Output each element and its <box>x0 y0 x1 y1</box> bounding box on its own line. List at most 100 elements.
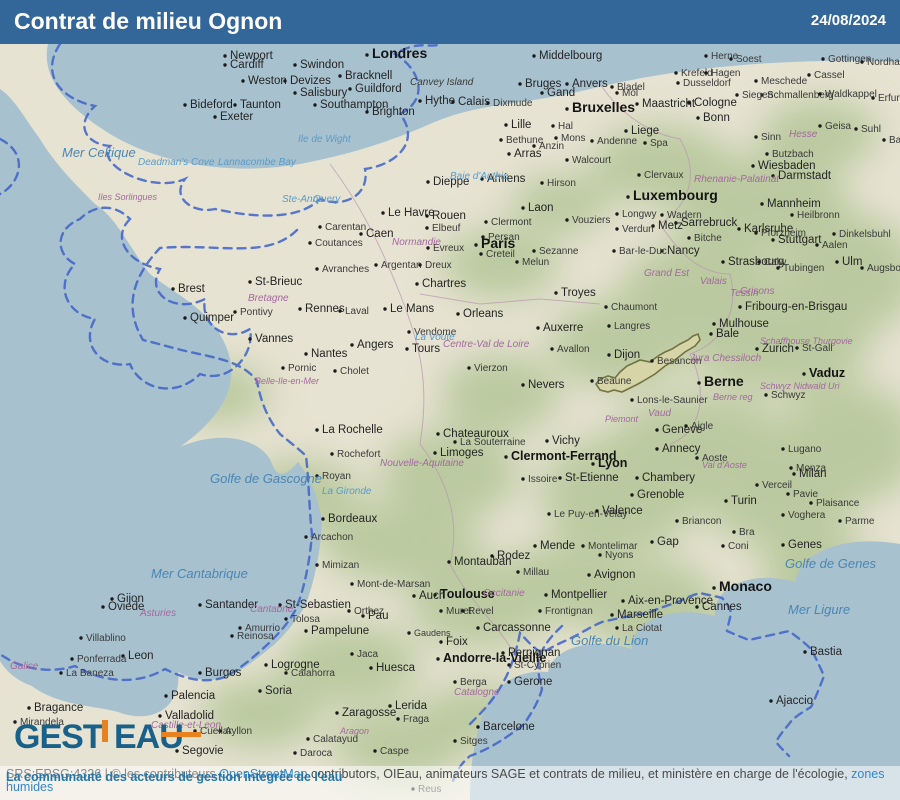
svg-text:Suhl: Suhl <box>861 124 881 135</box>
svg-text:Mer Cantabrique: Mer Cantabrique <box>151 566 248 581</box>
svg-text:Carcassonne: Carcassonne <box>483 622 551 634</box>
svg-text:Caspe: Caspe <box>380 746 409 757</box>
svg-text:Beaune: Beaune <box>597 376 632 387</box>
svg-text:Caen: Caen <box>366 228 394 240</box>
svg-text:Dusseldorf: Dusseldorf <box>683 78 731 89</box>
svg-text:Verceil: Verceil <box>762 480 792 491</box>
svg-text:Villablino: Villablino <box>86 633 126 644</box>
svg-text:Fribourg-en-Brisgau: Fribourg-en-Brisgau <box>745 301 847 313</box>
svg-text:Iles Sorlingues: Iles Sorlingues <box>98 192 158 202</box>
svg-text:Butzbach: Butzbach <box>772 149 814 160</box>
svg-text:Orleans: Orleans <box>463 308 504 320</box>
svg-text:Reinosa: Reinosa <box>237 631 274 642</box>
svg-text:Calais: Calais <box>458 96 490 108</box>
svg-text:Tessin: Tessin <box>730 288 759 299</box>
svg-text:Ile de Wight: Ile de Wight <box>298 134 352 145</box>
svg-text:Jaca: Jaca <box>357 649 379 660</box>
svg-text:Voghera: Voghera <box>788 510 826 521</box>
svg-text:Huesca: Huesca <box>376 662 416 674</box>
svg-text:Marseille: Marseille <box>617 609 663 621</box>
svg-text:GEST: GEST <box>14 718 104 756</box>
svg-text:Millau: Millau <box>523 567 549 578</box>
svg-text:Mer Celtique: Mer Celtique <box>62 145 136 160</box>
svg-text:Mimizan: Mimizan <box>322 560 359 571</box>
svg-text:Valais: Valais <box>700 276 727 287</box>
svg-text:Chaumont: Chaumont <box>611 302 657 313</box>
svg-text:Normandie: Normandie <box>392 237 441 248</box>
svg-text:Berne: Berne <box>704 373 744 389</box>
svg-text:La Gironde: La Gironde <box>322 486 372 497</box>
svg-text:Londres: Londres <box>372 45 427 61</box>
svg-text:Belle-Ile-en-Mer: Belle-Ile-en-Mer <box>255 376 320 386</box>
svg-text:Nordhausen: Nordhausen <box>867 57 900 68</box>
svg-text:Vichy: Vichy <box>552 435 580 447</box>
svg-text:Aigle: Aigle <box>691 421 714 432</box>
svg-text:Vierzon: Vierzon <box>474 363 508 374</box>
svg-text:Rennes: Rennes <box>305 303 345 315</box>
svg-text:Jura Chessiloch: Jura Chessiloch <box>689 353 762 364</box>
svg-text:Quimper: Quimper <box>190 312 234 324</box>
svg-text:St-Brieuc: St-Brieuc <box>255 276 303 288</box>
svg-text:Cologne: Cologne <box>694 97 737 109</box>
svg-text:Laon: Laon <box>528 202 554 214</box>
svg-text:Mende: Mende <box>540 540 575 552</box>
svg-text:Verdun: Verdun <box>622 224 654 235</box>
svg-text:Rhenanie-Palatinat: Rhenanie-Palatinat <box>694 174 780 185</box>
svg-text:Augsbourg: Augsbourg <box>867 263 900 274</box>
svg-text:Zaragosse: Zaragosse <box>342 707 396 719</box>
svg-text:Hesse: Hesse <box>789 129 818 140</box>
svg-text:Pampelune: Pampelune <box>311 625 369 637</box>
svg-text:Grenoble: Grenoble <box>637 489 684 501</box>
svg-text:Tours: Tours <box>412 343 440 355</box>
svg-text:Bitche: Bitche <box>694 233 722 244</box>
svg-text:Taunton: Taunton <box>240 99 281 111</box>
svg-text:Exeter: Exeter <box>220 111 253 123</box>
svg-text:Baie d'Authie: Baie d'Authie <box>450 171 509 182</box>
svg-text:Devizes: Devizes <box>290 75 331 87</box>
svg-text:Erfurt: Erfurt <box>878 93 900 104</box>
svg-text:Sarrebruck: Sarrebruck <box>681 217 737 229</box>
svg-text:Lyon: Lyon <box>598 456 627 470</box>
svg-text:Berne reg: Berne reg <box>713 392 753 402</box>
svg-text:Waldkappel: Waldkappel <box>825 89 877 100</box>
svg-text:Avallon: Avallon <box>557 344 590 355</box>
svg-text:Rouen: Rouen <box>432 210 466 222</box>
svg-text:Fraga: Fraga <box>403 714 430 725</box>
svg-text:Lerida: Lerida <box>395 700 428 712</box>
svg-text:Cannes: Cannes <box>702 601 742 613</box>
svg-text:Nevers: Nevers <box>528 379 565 391</box>
svg-text:Bastia: Bastia <box>810 646 843 658</box>
svg-text:Sezanne: Sezanne <box>539 246 579 257</box>
svg-text:Revel: Revel <box>468 606 494 617</box>
svg-text:Cassel: Cassel <box>814 70 845 81</box>
svg-text:Persan: Persan <box>488 232 520 243</box>
svg-text:Asturies: Asturies <box>139 608 176 619</box>
svg-text:Sitges: Sitges <box>460 736 488 747</box>
svg-text:Bamberg: Bamberg <box>889 135 900 146</box>
svg-text:Avignon: Avignon <box>594 569 635 581</box>
svg-text:Leon: Leon <box>128 650 154 662</box>
svg-text:Soria: Soria <box>265 685 292 697</box>
svg-text:Heilbronn: Heilbronn <box>797 210 840 221</box>
svg-text:Briancon: Briancon <box>682 516 721 527</box>
svg-text:Lugano: Lugano <box>788 444 822 455</box>
svg-text:Vaud: Vaud <box>648 408 671 419</box>
svg-text:Golfe du Lion: Golfe du Lion <box>571 633 648 648</box>
svg-text:Turin: Turin <box>731 495 757 507</box>
svg-text:Avranches: Avranches <box>322 264 369 275</box>
svg-text:Vaduz: Vaduz <box>809 366 845 380</box>
svg-text:Brighton: Brighton <box>372 106 415 118</box>
svg-text:Elbeuf: Elbeuf <box>432 223 461 234</box>
svg-text:Anzin: Anzin <box>539 141 564 152</box>
svg-text:Meschede: Meschede <box>761 76 808 87</box>
svg-text:Cardiff: Cardiff <box>230 59 264 71</box>
svg-text:Pontivy: Pontivy <box>240 307 273 318</box>
svg-text:Palencia: Palencia <box>171 690 216 702</box>
svg-text:Dreux: Dreux <box>425 260 452 271</box>
svg-text:Hirson: Hirson <box>547 178 576 189</box>
svg-text:Bale: Bale <box>716 328 739 340</box>
svg-text:Daroca: Daroca <box>300 748 333 759</box>
svg-text:Montauban: Montauban <box>454 556 512 568</box>
svg-text:Gerone: Gerone <box>514 676 552 688</box>
svg-text:Mont-de-Marsan: Mont-de-Marsan <box>357 579 430 590</box>
